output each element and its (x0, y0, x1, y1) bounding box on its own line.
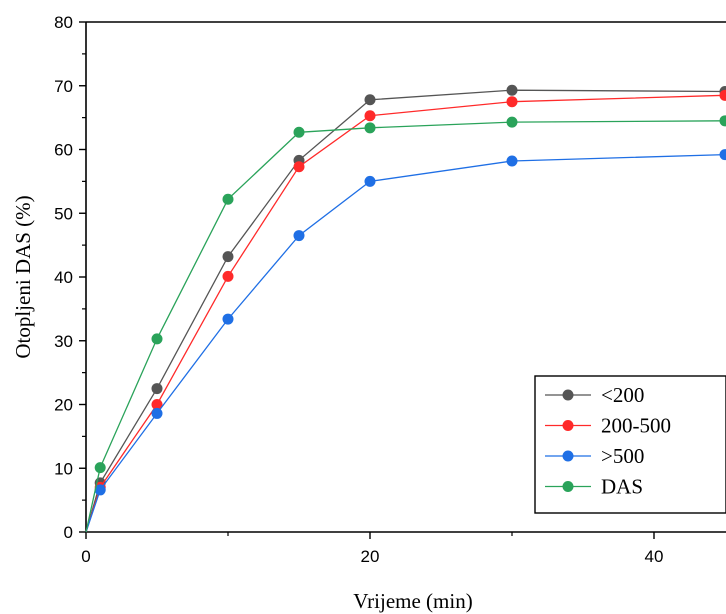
data-point (719, 149, 726, 161)
legend-label: >500 (601, 444, 644, 468)
y-tick-label: 0 (64, 523, 73, 542)
data-point (719, 89, 726, 101)
series-line (85, 94, 726, 533)
y-tick-label: 60 (54, 141, 73, 160)
data-point (506, 155, 518, 167)
data-point (151, 333, 163, 345)
x-axis-title: Vrijeme (min) (353, 589, 472, 613)
data-point (94, 484, 106, 496)
data-point (364, 110, 376, 122)
data-point (364, 175, 376, 187)
y-tick-label: 80 (54, 13, 73, 32)
data-point (222, 251, 234, 263)
data-point (293, 161, 305, 173)
series-layer (85, 84, 726, 533)
data-point (364, 122, 376, 134)
legend-label: DAS (601, 475, 643, 499)
y-tick-label: 40 (54, 268, 73, 287)
legend-marker (562, 420, 574, 431)
series-line (85, 89, 726, 533)
y-tick-label: 50 (54, 204, 73, 223)
data-point (151, 407, 163, 419)
legend-entry: >500 (545, 444, 644, 468)
legend-entry: <200 (545, 383, 644, 407)
data-point (364, 94, 376, 106)
x-tick-label: 40 (645, 547, 664, 566)
legend: <200 200-500 >500 DAS (534, 375, 726, 514)
y-tick-label: 30 (54, 332, 73, 351)
data-point (293, 126, 305, 138)
data-point (222, 193, 234, 205)
legend-label: 200-500 (601, 414, 671, 438)
axes: 0 10 20 30 40 50 60 70 80 0 20 40 (54, 13, 726, 566)
data-point (506, 116, 518, 128)
legend-marker (562, 389, 574, 401)
data-point (719, 115, 726, 127)
data-point (222, 270, 234, 282)
data-point (506, 84, 518, 96)
series-line (85, 120, 726, 533)
series-3 (85, 115, 726, 533)
legend-marker (562, 450, 574, 462)
y-axis-title: Otopljeni DAS (%) (11, 195, 35, 358)
series-line (85, 153, 726, 533)
data-point (222, 313, 234, 325)
x-tick-label: 20 (361, 547, 380, 566)
legend-entry: 200-500 (545, 414, 671, 438)
x-tick-label: 0 (81, 547, 90, 566)
data-point (293, 230, 305, 242)
y-tick-label: 20 (54, 396, 73, 415)
legend-label: <200 (601, 383, 644, 407)
data-point (151, 399, 163, 410)
data-point (94, 462, 106, 474)
legend-marker (562, 481, 574, 492)
y-tick-label: 70 (54, 77, 73, 96)
data-point (506, 96, 518, 108)
legend-entry: DAS (545, 475, 643, 499)
series-2 (85, 149, 726, 533)
y-tick-label: 10 (54, 459, 73, 478)
data-point (151, 383, 163, 395)
